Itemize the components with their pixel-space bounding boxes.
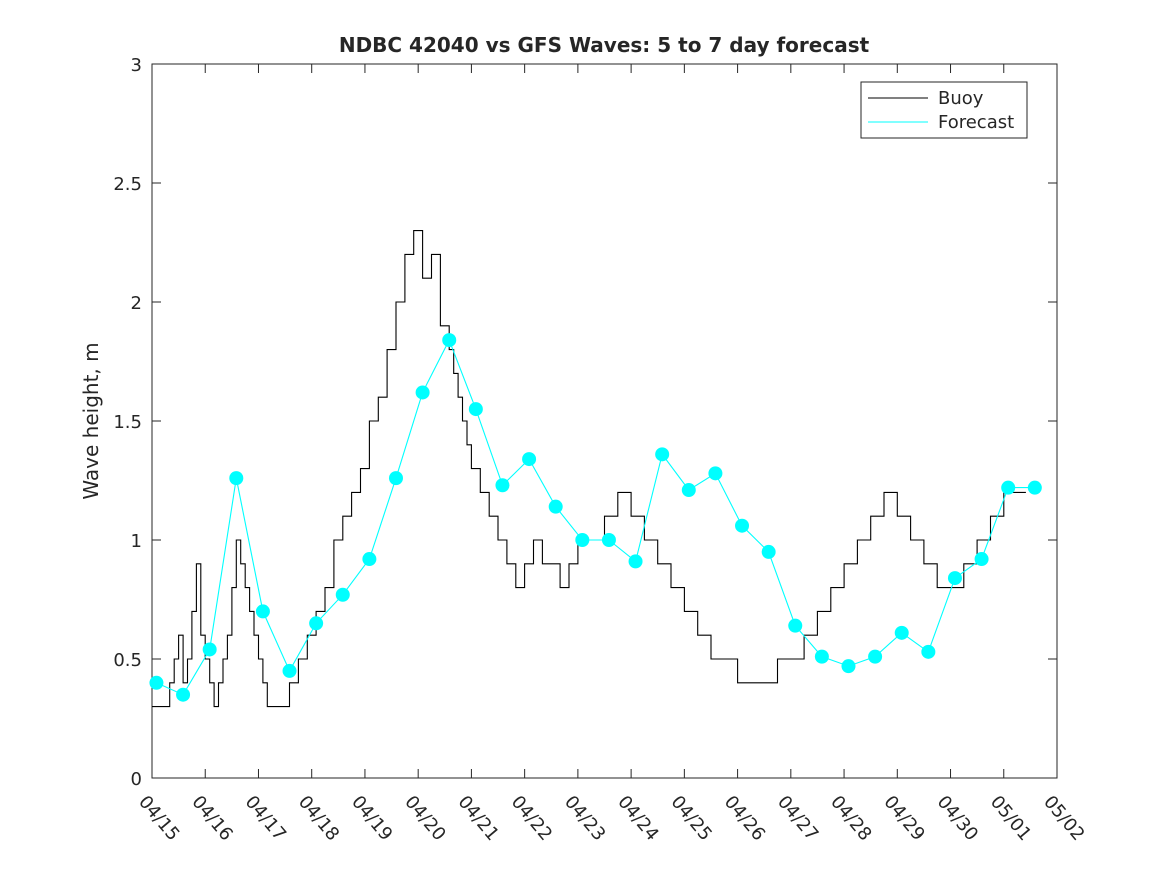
series-line-buoy [152, 230, 1026, 708]
data-point-forecast [495, 478, 510, 493]
x-tick-label: 04/17 [241, 792, 290, 845]
x-tick-label: 04/27 [773, 792, 822, 845]
data-point-forecast [149, 675, 164, 690]
data-point-forecast [974, 552, 989, 567]
y-tick-label: 3 [131, 55, 142, 76]
legend-box [860, 81, 1028, 139]
data-point-forecast [921, 644, 936, 659]
chart-title: NDBC 42040 vs GFS Waves: 5 to 7 day fore… [339, 33, 870, 57]
x-tick-label: 04/19 [347, 792, 396, 845]
data-point-forecast [761, 544, 776, 559]
data-point-forecast [681, 483, 696, 498]
x-tick-label: 05/02 [1039, 792, 1088, 845]
data-point-forecast [282, 663, 297, 678]
x-tick-label: 04/26 [720, 792, 769, 845]
data-point-forecast [947, 571, 962, 586]
x-tick-label: 04/20 [400, 792, 449, 845]
data-point-forecast [548, 499, 563, 514]
legend-label-forecast: Forecast [938, 112, 1014, 133]
data-point-forecast [1001, 480, 1016, 495]
y-tick-label: 1.5 [113, 412, 142, 433]
series-layer [149, 230, 1042, 708]
data-point-forecast [415, 385, 430, 400]
data-point-forecast [735, 518, 750, 533]
x-tick-label: 04/21 [454, 792, 503, 845]
data-point-forecast [575, 533, 590, 547]
y-tick-label: 0.5 [113, 650, 142, 671]
x-tick-label: 04/24 [613, 792, 662, 845]
data-point-forecast [628, 554, 643, 569]
y-tick-label: 2.5 [113, 174, 142, 195]
x-tick-label: 04/23 [560, 792, 609, 845]
data-point-forecast [868, 649, 883, 664]
legend: Buoy Forecast [860, 81, 1028, 139]
x-tick-label: 04/16 [187, 792, 236, 845]
x-tick-label: 04/22 [507, 792, 556, 845]
data-point-forecast [522, 452, 537, 467]
data-point-forecast [601, 533, 616, 547]
data-point-forecast [1027, 480, 1042, 495]
data-point-forecast [655, 447, 670, 462]
data-point-forecast [309, 616, 324, 631]
y-tick-label: 0 [131, 769, 142, 790]
data-point-forecast [814, 649, 829, 664]
data-point-forecast [708, 466, 723, 481]
data-point-forecast [335, 587, 350, 602]
y-tick-label: 2 [131, 293, 142, 314]
x-tick-label: 05/01 [986, 792, 1035, 845]
series-line-forecast [156, 338, 1035, 696]
y-tick-label: 1 [131, 531, 142, 552]
data-point-forecast [442, 333, 457, 348]
x-tick-label: 04/25 [667, 792, 716, 845]
data-point-forecast [202, 642, 217, 657]
data-point-forecast [176, 687, 191, 702]
x-tick-label: 04/30 [933, 792, 982, 845]
x-tick-label: 04/15 [134, 792, 183, 845]
x-tick-label: 04/28 [826, 792, 875, 845]
data-point-forecast [229, 471, 244, 486]
legend-label-buoy: Buoy [938, 88, 984, 109]
x-tick-label: 04/29 [879, 792, 928, 845]
data-point-forecast [788, 618, 803, 633]
data-point-forecast [255, 604, 270, 619]
data-point-forecast [388, 471, 403, 486]
data-point-forecast [362, 552, 377, 567]
data-point-forecast [468, 402, 483, 417]
y-axis-label: Wave height, m [79, 342, 103, 499]
data-point-forecast [841, 659, 856, 674]
x-tick-label: 04/18 [294, 792, 343, 845]
data-point-forecast [894, 625, 909, 640]
